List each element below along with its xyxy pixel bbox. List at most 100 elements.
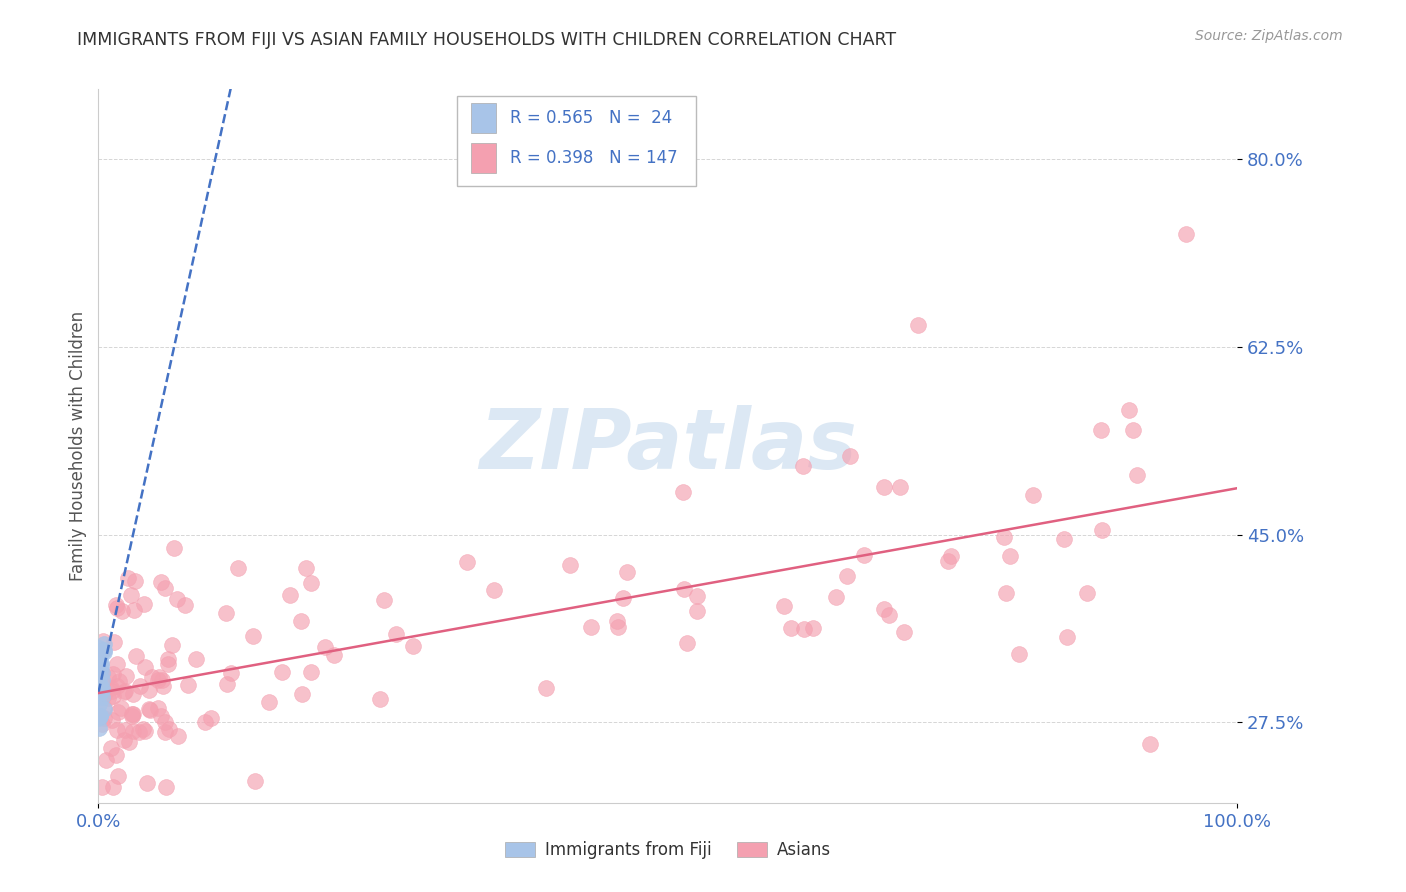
Point xyxy=(94,753,117,767)
Point xyxy=(101,780,124,794)
Point xyxy=(558,558,581,573)
Point xyxy=(456,555,478,569)
Point xyxy=(93,688,115,702)
Point xyxy=(90,682,112,697)
Point xyxy=(112,733,135,747)
Point xyxy=(93,643,115,657)
Point xyxy=(155,780,177,794)
Point xyxy=(90,643,112,657)
Point xyxy=(121,706,143,721)
Text: R = 0.565   N =  24: R = 0.565 N = 24 xyxy=(509,110,672,128)
Point xyxy=(173,598,195,612)
Point xyxy=(368,692,391,706)
Point xyxy=(101,666,124,681)
Point xyxy=(579,620,602,634)
Point xyxy=(100,684,122,698)
Point xyxy=(89,653,111,667)
Point xyxy=(87,675,110,690)
Point xyxy=(91,673,114,687)
Point xyxy=(612,591,634,605)
Point xyxy=(104,747,127,762)
Point xyxy=(1090,423,1112,437)
Point xyxy=(121,709,143,723)
Point xyxy=(105,679,128,693)
Point xyxy=(484,583,506,598)
Point xyxy=(242,629,264,643)
Point xyxy=(214,606,236,620)
Point xyxy=(607,620,630,634)
Point xyxy=(122,723,145,738)
Point xyxy=(112,685,135,699)
Point xyxy=(155,714,177,729)
Point xyxy=(995,586,1018,600)
Point xyxy=(121,588,143,602)
Point xyxy=(87,664,110,678)
Point xyxy=(793,622,815,636)
Point xyxy=(226,561,249,575)
Point xyxy=(111,604,134,618)
Point xyxy=(259,695,281,709)
Point xyxy=(295,560,318,574)
Point xyxy=(135,776,157,790)
Point xyxy=(90,690,112,705)
Point xyxy=(146,673,169,687)
Point xyxy=(166,591,188,606)
Point xyxy=(107,601,129,615)
Point xyxy=(91,634,114,648)
Point xyxy=(155,725,177,739)
Point xyxy=(877,608,900,623)
Point xyxy=(373,593,395,607)
Point xyxy=(105,723,128,737)
Point xyxy=(219,666,242,681)
Point xyxy=(299,575,322,590)
Point xyxy=(271,665,294,679)
Text: R = 0.398   N = 147: R = 0.398 N = 147 xyxy=(509,149,678,167)
Point xyxy=(291,687,314,701)
Point xyxy=(384,626,406,640)
Point xyxy=(89,709,111,723)
Point xyxy=(290,614,312,628)
Point xyxy=(89,684,111,698)
Legend: Immigrants from Fiji, Asians: Immigrants from Fiji, Asians xyxy=(498,835,838,866)
Point xyxy=(184,652,207,666)
Point xyxy=(606,614,628,628)
Point xyxy=(1056,630,1078,644)
Point xyxy=(314,640,336,654)
Point xyxy=(217,677,239,691)
Point xyxy=(893,625,915,640)
Text: Source: ZipAtlas.com: Source: ZipAtlas.com xyxy=(1195,29,1343,43)
Point xyxy=(402,639,425,653)
Point xyxy=(685,590,707,604)
Point xyxy=(93,701,115,715)
Point xyxy=(117,571,139,585)
Point xyxy=(100,741,122,756)
Point xyxy=(93,711,115,725)
Point xyxy=(1139,737,1161,751)
Point xyxy=(89,664,111,678)
Point xyxy=(97,690,120,705)
Point xyxy=(672,582,695,597)
Point xyxy=(141,670,163,684)
Point xyxy=(87,640,110,655)
Point xyxy=(686,603,709,617)
Point xyxy=(1008,647,1031,661)
Point xyxy=(89,709,111,723)
Point xyxy=(118,735,141,749)
Point xyxy=(1118,402,1140,417)
Point xyxy=(852,548,875,562)
Point xyxy=(105,598,128,612)
Point xyxy=(90,780,112,794)
Point xyxy=(115,669,138,683)
FancyBboxPatch shape xyxy=(457,96,696,186)
Point xyxy=(839,449,862,463)
Point xyxy=(873,480,896,494)
Point xyxy=(157,651,180,665)
Point xyxy=(90,656,112,670)
Point xyxy=(1053,532,1076,546)
Point xyxy=(616,566,638,580)
Point xyxy=(138,683,160,698)
Point xyxy=(245,774,267,789)
Point xyxy=(107,657,129,672)
Point xyxy=(835,568,858,582)
Point xyxy=(672,484,695,499)
